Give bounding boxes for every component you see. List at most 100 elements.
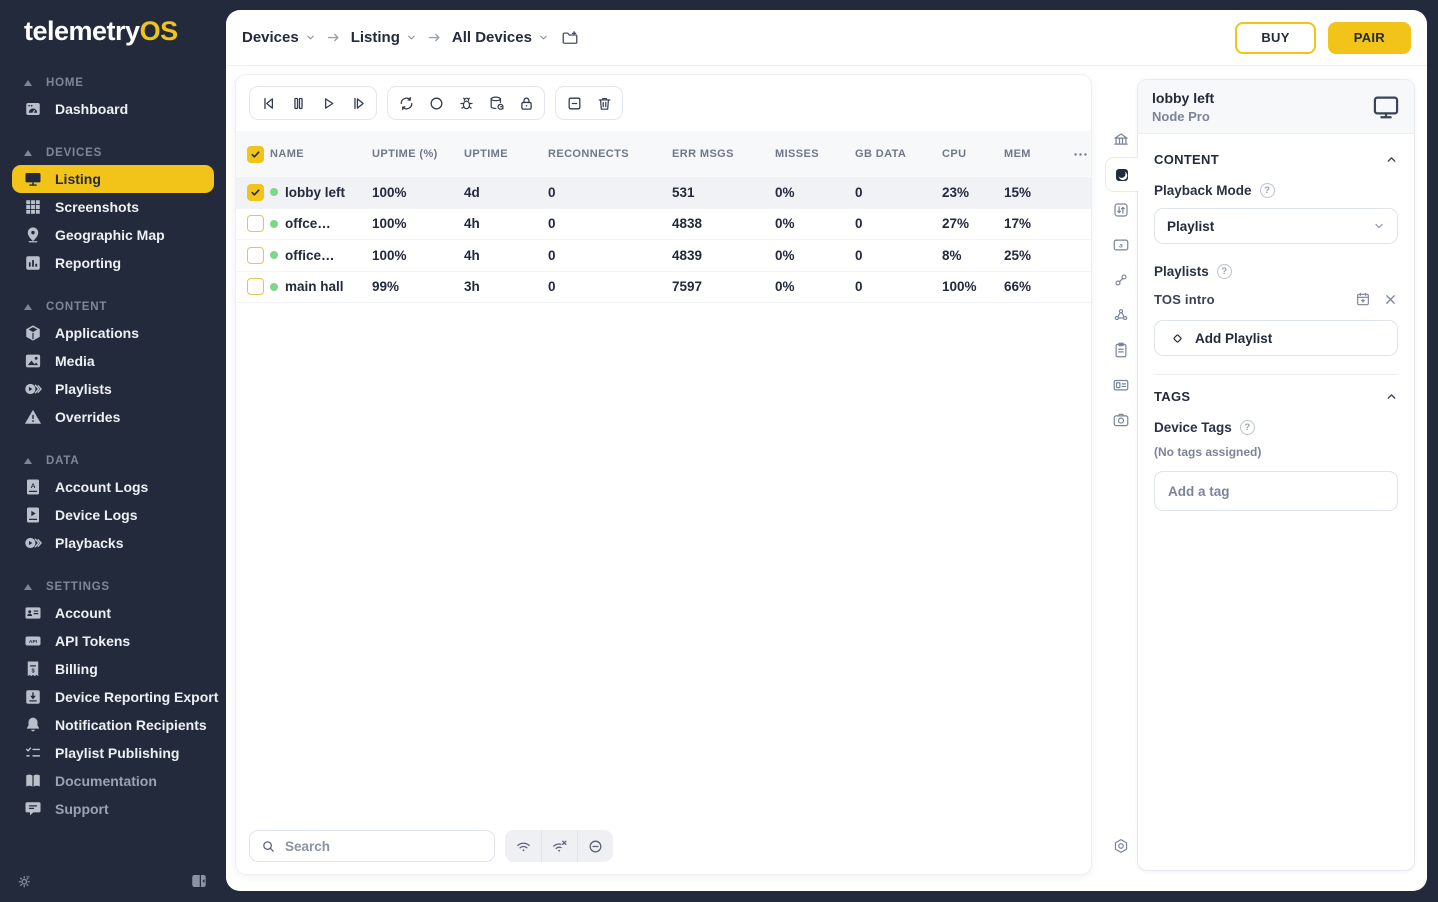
sidebar-item-device-reporting-export[interactable]: Device Reporting Export — [0, 683, 226, 711]
gb-data-value: 0 — [855, 184, 863, 200]
section-header-settings[interactable]: SETTINGS — [0, 575, 226, 599]
section-devices: DEVICES Listing Screenshots Geographic M… — [0, 141, 226, 277]
connections-icon[interactable] — [1105, 262, 1137, 297]
tags-section-header[interactable]: TAGS — [1154, 389, 1398, 404]
sidebar-item-account[interactable]: Account — [0, 599, 226, 627]
table-row[interactable]: lobby left 100% 4d 0 531 0% 0 23% 15% — [236, 177, 1091, 209]
content-tab-icon[interactable] — [1105, 157, 1139, 192]
theme-toggle-icon[interactable] — [12, 868, 38, 894]
table-row[interactable]: office… 100% 4h 0 4839 0% 0 8% 25% — [236, 240, 1091, 272]
help-icon[interactable] — [1216, 264, 1232, 279]
controls-icon[interactable] — [1105, 192, 1137, 227]
wifi-on-icon[interactable] — [505, 830, 541, 862]
sidebar-item-screenshots[interactable]: Screenshots — [0, 193, 226, 221]
playback-mode-select[interactable]: Playlist — [1154, 208, 1398, 244]
row-checkbox[interactable] — [247, 278, 264, 296]
sidebar-item-account-logs[interactable]: A Account Logs — [0, 473, 226, 501]
debug-icon[interactable] — [451, 89, 481, 117]
select-all-checkbox[interactable] — [247, 145, 264, 163]
column-header-gb-data: GB DATA — [855, 147, 907, 160]
more-options-icon[interactable] — [1072, 146, 1089, 163]
database-refresh-icon[interactable] — [481, 89, 511, 117]
svg-text:A: A — [31, 483, 36, 490]
pause-icon[interactable] — [283, 89, 313, 117]
section-header-data[interactable]: DATA — [0, 449, 226, 473]
section-header-devices[interactable]: DEVICES — [0, 141, 226, 165]
sidebar-item-media[interactable]: Media — [0, 347, 226, 375]
add-playlist-icon — [1173, 333, 1182, 343]
sidebar-item-notification-recipients[interactable]: Notification Recipients — [0, 711, 226, 739]
arrow-right-icon — [327, 33, 339, 42]
sidebar-item-reporting[interactable]: Reporting — [0, 249, 226, 277]
breadcrumb: Devices Listing All Devices — [242, 29, 579, 47]
column-header-uptime-pct: UPTIME (%) — [372, 147, 438, 160]
delete-icon[interactable] — [589, 89, 619, 117]
workflow-icon[interactable] — [1105, 297, 1137, 332]
chevron-up-icon — [1387, 394, 1396, 399]
sidebar-collapse-icon[interactable] — [186, 868, 212, 894]
sidebar-item-documentation[interactable]: Documentation — [0, 767, 226, 795]
sidebar-item-playlists[interactable]: Playlists — [0, 375, 226, 403]
camera-icon[interactable] — [1105, 402, 1137, 437]
chevron-down-icon — [408, 35, 415, 40]
step-back-icon[interactable] — [253, 89, 283, 117]
bell-icon — [27, 717, 39, 732]
lock-icon[interactable] — [511, 89, 541, 117]
breadcrumb-devices[interactable]: Devices — [242, 29, 316, 46]
play-icon[interactable] — [313, 89, 343, 117]
row-checkbox[interactable] — [247, 183, 264, 201]
sidebar-item-geographic-map[interactable]: Geographic Map — [0, 221, 226, 249]
sidebar-item-api-tokens[interactable]: API API Tokens — [0, 627, 226, 655]
sidebar-item-billing[interactable]: $ Billing — [0, 655, 226, 683]
device-toolbar — [236, 75, 1091, 131]
bank-icon[interactable] — [1105, 122, 1137, 157]
breadcrumb-all-devices[interactable]: All Devices — [452, 29, 549, 46]
clipboard-icon[interactable] — [1105, 332, 1137, 367]
device-model: Node Pro — [1152, 109, 1210, 124]
section-header-home[interactable]: HOME — [0, 71, 226, 95]
section-header-content[interactable]: CONTENT — [0, 295, 226, 319]
toolbar-group-edit — [555, 86, 623, 120]
add-playlist-button[interactable]: Add Playlist — [1154, 320, 1398, 356]
table-row[interactable]: main hall 99% 3h 0 7597 0% 0 100% 66% — [236, 272, 1091, 303]
settings-gear-icon[interactable] — [1105, 830, 1137, 862]
sidebar-item-device-logs[interactable]: Device Logs — [0, 501, 226, 529]
device-details-icon[interactable] — [1105, 367, 1137, 402]
playback-mode-label: Playback Mode — [1154, 183, 1252, 198]
sync-icon[interactable] — [391, 89, 421, 117]
column-header-name: NAME — [270, 147, 304, 160]
help-icon[interactable] — [1239, 420, 1255, 435]
circle-minus-icon[interactable] — [577, 830, 613, 862]
help-icon[interactable] — [1259, 183, 1275, 198]
schedule-playlist-icon[interactable] — [1355, 291, 1371, 307]
image-icon — [25, 354, 41, 368]
chat-icon — [25, 802, 41, 816]
add-tag-input[interactable] — [1154, 471, 1398, 511]
remove-playlist-icon[interactable] — [1383, 291, 1398, 307]
row-checkbox[interactable] — [247, 215, 264, 233]
section-data: DATA A Account Logs Device Logs Playback… — [0, 449, 226, 557]
wifi-off-icon[interactable] — [541, 830, 577, 862]
sidebar-item-applications[interactable]: Applications — [0, 319, 226, 347]
folder-plus-icon[interactable] — [561, 29, 579, 47]
err-msgs-value: 7597 — [672, 279, 703, 295]
sidebar-item-support[interactable]: Support — [0, 795, 226, 823]
search-input[interactable] — [285, 838, 483, 854]
table-row[interactable]: offce… 100% 4h 0 4838 0% 0 27% 17% — [236, 209, 1091, 240]
status-circle-icon[interactable] — [421, 89, 451, 117]
breadcrumb-listing[interactable]: Listing — [351, 29, 417, 46]
sidebar-item-overrides[interactable]: Overrides — [0, 403, 226, 431]
collapse-rows-icon[interactable] — [559, 89, 589, 117]
sidebar-item-playlist-publishing[interactable]: Playlist Publishing — [0, 739, 226, 767]
content-section-header[interactable]: CONTENT — [1154, 152, 1398, 167]
row-checkbox[interactable] — [247, 246, 264, 264]
sidebar-item-playbacks[interactable]: Playbacks — [0, 529, 226, 557]
pair-button[interactable]: PAIR — [1327, 21, 1411, 54]
reconnects-value: 0 — [548, 247, 556, 263]
buy-button[interactable]: BUY — [1235, 21, 1316, 54]
step-forward-icon[interactable] — [343, 89, 373, 117]
display-icon[interactable]: a — [1105, 227, 1137, 262]
sidebar-item-dashboard[interactable]: Dashboard — [0, 95, 226, 123]
sidebar-item-listing[interactable]: Listing — [12, 165, 214, 193]
id-card-icon — [25, 607, 41, 619]
